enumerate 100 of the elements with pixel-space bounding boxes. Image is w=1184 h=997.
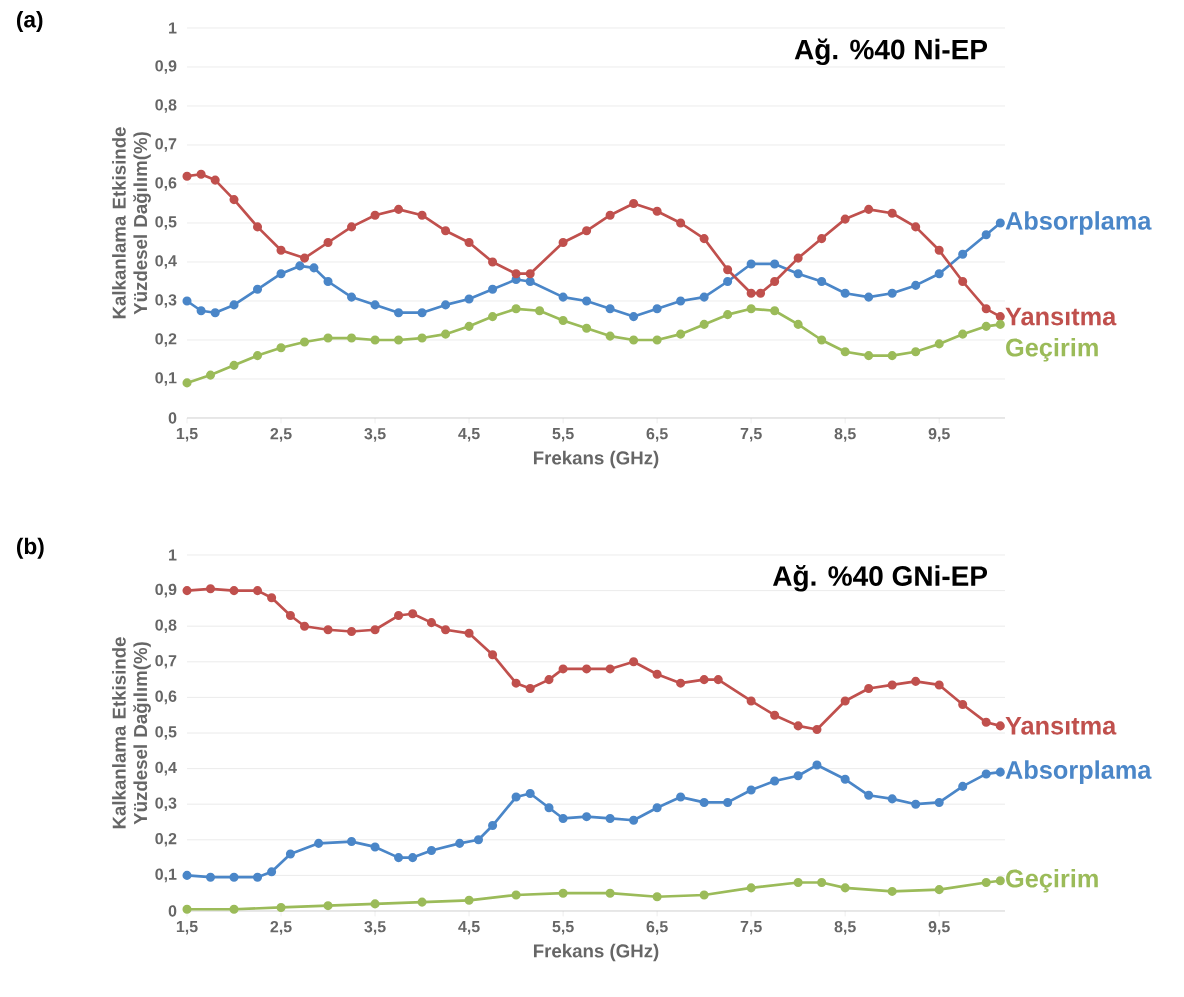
point (676, 329, 686, 339)
y-tick-label: 0,5 (155, 726, 177, 740)
point (770, 710, 780, 720)
point (370, 300, 380, 310)
point (981, 230, 991, 240)
point (558, 664, 568, 674)
x-tick-label: 9,5 (928, 428, 950, 442)
y-tick-label: 0,8 (155, 619, 177, 634)
point (995, 319, 1005, 329)
series-label: Geçirim (1006, 337, 1098, 362)
point (182, 586, 192, 596)
y-tick-label: 0,7 (155, 654, 177, 669)
point (582, 664, 592, 674)
point (981, 769, 991, 779)
point (276, 245, 286, 255)
point (323, 276, 333, 287)
point (934, 269, 944, 279)
point (793, 253, 803, 263)
point (525, 276, 535, 287)
point (314, 838, 324, 848)
point (605, 331, 615, 341)
point (347, 627, 357, 637)
point (441, 226, 451, 236)
y-tick-label: 1 (169, 22, 177, 34)
point (488, 312, 498, 322)
point (525, 683, 535, 694)
point (299, 253, 310, 263)
point (210, 308, 220, 318)
point (276, 269, 286, 279)
point (347, 837, 357, 847)
point (864, 204, 874, 214)
x-axis-title: Frekans (GHz) (533, 943, 659, 962)
point (995, 218, 1005, 228)
point (229, 872, 239, 882)
y-tick-label: 0,3 (155, 797, 177, 812)
point (370, 335, 380, 345)
point (699, 319, 709, 329)
chart-title: Ağ. %40 GNi-EP (772, 565, 988, 592)
point (864, 683, 874, 694)
point (887, 288, 897, 298)
point (981, 321, 991, 331)
point (958, 276, 968, 287)
point (605, 813, 615, 823)
point (958, 249, 968, 259)
point (676, 792, 686, 802)
point (205, 370, 216, 380)
y-tick-label: 1 (169, 549, 177, 561)
y-tick-label: 0,7 (155, 138, 177, 152)
point (746, 304, 756, 314)
y-tick-label: 0,4 (155, 255, 177, 269)
point (746, 696, 756, 706)
point (958, 329, 968, 339)
point (276, 902, 286, 912)
point (756, 288, 766, 298)
point (394, 204, 404, 214)
point (441, 625, 451, 635)
y-axis-title: Kalkanlama Etkisinde Yüzdesel Dağılım(%) (112, 637, 151, 829)
point (511, 269, 521, 279)
point (417, 308, 427, 318)
point (196, 169, 206, 179)
point (464, 294, 474, 304)
x-tick-label: 5,5 (552, 921, 574, 935)
y-tick-label: 0,6 (155, 690, 177, 705)
point (441, 329, 451, 339)
point (699, 292, 709, 302)
point (182, 171, 192, 181)
point (817, 234, 827, 244)
point (182, 296, 192, 306)
point (652, 892, 662, 902)
point (347, 333, 357, 343)
y-tick-label: 0,2 (155, 333, 177, 347)
point (535, 306, 545, 316)
point (582, 296, 592, 306)
point (464, 321, 474, 331)
point (723, 310, 733, 320)
point (252, 586, 263, 596)
point (746, 883, 756, 893)
point (652, 335, 662, 345)
x-tick-label: 5,5 (552, 428, 574, 442)
point (911, 676, 921, 686)
point (455, 838, 465, 848)
point (629, 312, 639, 322)
point (347, 292, 357, 302)
point (629, 198, 639, 209)
point (995, 312, 1005, 322)
point (817, 877, 827, 888)
text: (b) (16, 537, 44, 559)
point (887, 208, 897, 218)
point (605, 210, 615, 220)
point (840, 774, 850, 784)
point (558, 315, 568, 326)
point (285, 849, 295, 859)
point (887, 886, 897, 896)
point (323, 237, 333, 248)
point (770, 776, 780, 786)
chart-title: Ağ. %40 Ni-EP (794, 38, 988, 66)
point (408, 853, 418, 863)
point (911, 347, 921, 357)
point (723, 797, 733, 807)
y-tick-label: 0,9 (155, 60, 177, 74)
